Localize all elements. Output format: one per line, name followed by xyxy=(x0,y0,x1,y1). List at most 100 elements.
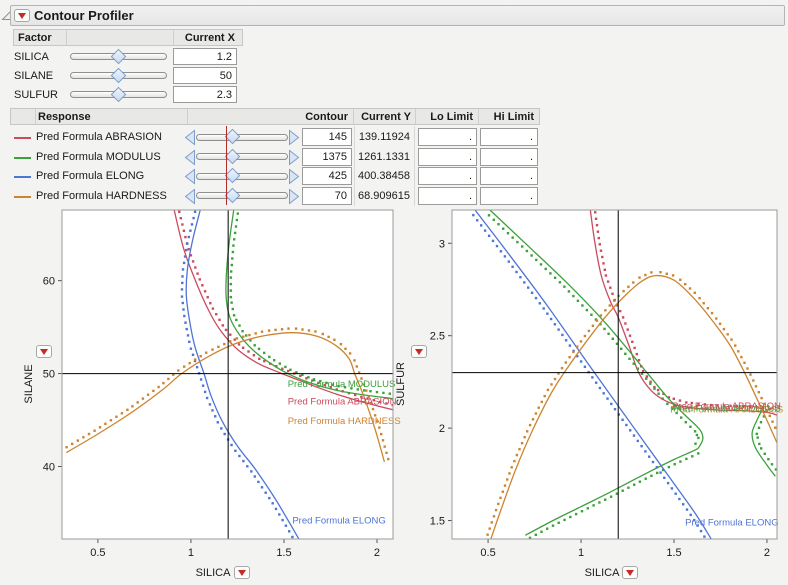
contour-dot xyxy=(553,323,557,326)
slider-thumb[interactable] xyxy=(225,187,241,203)
response-row: Pred Formula MODULUS 1375 1261.1331 . . xyxy=(0,147,560,167)
contour-dot xyxy=(275,365,278,368)
contour-field[interactable]: 1375 xyxy=(302,147,352,166)
contour-dot xyxy=(230,443,233,447)
contour-dot xyxy=(494,508,498,512)
sulfur-current-x-field[interactable]: 2.3 xyxy=(173,86,237,103)
contour-dot xyxy=(624,322,627,325)
contour-dot xyxy=(181,223,184,226)
contour-dot xyxy=(678,497,681,501)
lo-limit-field[interactable]: . xyxy=(418,128,477,146)
sulfur-slider[interactable] xyxy=(70,86,167,104)
contour-dot xyxy=(98,426,102,429)
slider-thumb[interactable] xyxy=(225,148,241,164)
contour-dot xyxy=(230,301,233,304)
contour-dot xyxy=(294,327,298,330)
contour-dot xyxy=(680,416,683,419)
lo-limit-field[interactable]: . xyxy=(418,186,477,205)
contour-dot xyxy=(507,260,510,263)
slider-right-arrow-icon[interactable] xyxy=(288,129,300,146)
slider-thumb[interactable] xyxy=(225,167,241,184)
hi-limit-field[interactable]: . xyxy=(480,186,538,205)
contour-dot xyxy=(205,396,209,400)
slider-left-arrow-icon[interactable] xyxy=(184,168,196,185)
red-triangle-menu-button[interactable] xyxy=(14,9,30,22)
contour-dot xyxy=(281,367,284,370)
response-name: Pred Formula HARDNESS xyxy=(36,189,167,202)
contour-dot xyxy=(325,381,328,385)
slider-right-arrow-icon[interactable] xyxy=(288,168,300,185)
contour-field[interactable]: 425 xyxy=(302,167,352,185)
contour-dot xyxy=(633,346,636,350)
contour-dot xyxy=(549,272,552,275)
slider-right-arrow-icon[interactable] xyxy=(288,187,300,205)
contour-dot xyxy=(236,212,239,215)
contour-dot xyxy=(287,369,290,373)
contour-dot xyxy=(688,287,692,290)
contour-field[interactable]: 145 xyxy=(302,128,352,146)
silane-axis-menu-button[interactable] xyxy=(36,345,52,358)
silane-current-x-field[interactable]: 50 xyxy=(173,67,237,84)
right-plot-xlabel: SILICA xyxy=(584,567,620,579)
slider-left-arrow-icon[interactable] xyxy=(184,187,196,205)
hi-limit-field[interactable]: . xyxy=(480,147,538,166)
contour-dot xyxy=(305,377,308,380)
contour-dot xyxy=(661,397,664,400)
contour-dot xyxy=(162,381,165,385)
contour-dot xyxy=(343,386,347,389)
contour-dot xyxy=(601,255,604,259)
slider-right-arrow-icon[interactable] xyxy=(288,148,300,166)
slider-left-arrow-icon[interactable] xyxy=(184,129,196,146)
contour-field[interactable]: 70 xyxy=(302,186,352,205)
contour-dot xyxy=(622,289,625,293)
contour-dot xyxy=(191,260,195,263)
lo-limit-field[interactable]: . xyxy=(418,167,477,185)
x-tick-label: 2 xyxy=(764,547,770,559)
contour-dot xyxy=(301,373,304,376)
contour-dot xyxy=(762,415,766,418)
contour-dot xyxy=(188,340,191,343)
slider-thumb[interactable] xyxy=(110,67,127,83)
plot-frame xyxy=(451,209,778,540)
contour-dot xyxy=(684,283,687,286)
contour-dot xyxy=(640,445,643,448)
contour-dot xyxy=(729,404,732,407)
lo-limit-field[interactable]: . xyxy=(418,147,477,166)
contour-dot xyxy=(645,375,649,378)
contour-dot xyxy=(311,379,314,382)
contour-dot xyxy=(685,457,688,461)
contour-dot xyxy=(233,231,237,235)
contour-slider[interactable] xyxy=(184,187,300,206)
contour-dot xyxy=(604,274,608,277)
contour-dot xyxy=(689,425,692,428)
contour-dot xyxy=(194,358,197,361)
slider-thumb[interactable] xyxy=(110,48,127,64)
sulfur-axis-menu-button[interactable] xyxy=(411,345,427,358)
contour-dot xyxy=(702,302,705,305)
hi-limit-field[interactable]: . xyxy=(480,167,538,185)
contour-dot xyxy=(288,530,291,533)
contour-dot xyxy=(638,480,642,483)
hi-limit-field[interactable]: . xyxy=(480,128,538,146)
silica-axis-menu-button-left[interactable] xyxy=(234,566,250,579)
silica-current-x-field[interactable]: 1.2 xyxy=(173,48,237,65)
slider-left-arrow-icon[interactable] xyxy=(184,148,196,166)
contour-dot xyxy=(540,530,543,533)
silica-slider[interactable] xyxy=(70,48,167,66)
slider-thumb[interactable] xyxy=(110,86,127,102)
contour-dot xyxy=(234,225,238,228)
contour-dot xyxy=(199,355,202,358)
contour-slider[interactable] xyxy=(184,167,300,186)
contour-dot xyxy=(235,218,239,222)
silane-slider[interactable] xyxy=(70,67,167,85)
contour-dot xyxy=(76,439,79,442)
contour-dot xyxy=(301,328,304,331)
contour-dot xyxy=(506,232,510,235)
plot-canvas[interactable] xyxy=(452,210,777,539)
slider-thumb[interactable] xyxy=(225,128,241,145)
silica-axis-menu-button-right[interactable] xyxy=(622,566,638,579)
contour-slider[interactable] xyxy=(184,128,300,147)
contour-slider[interactable] xyxy=(184,148,300,167)
contour-dot xyxy=(233,238,236,241)
